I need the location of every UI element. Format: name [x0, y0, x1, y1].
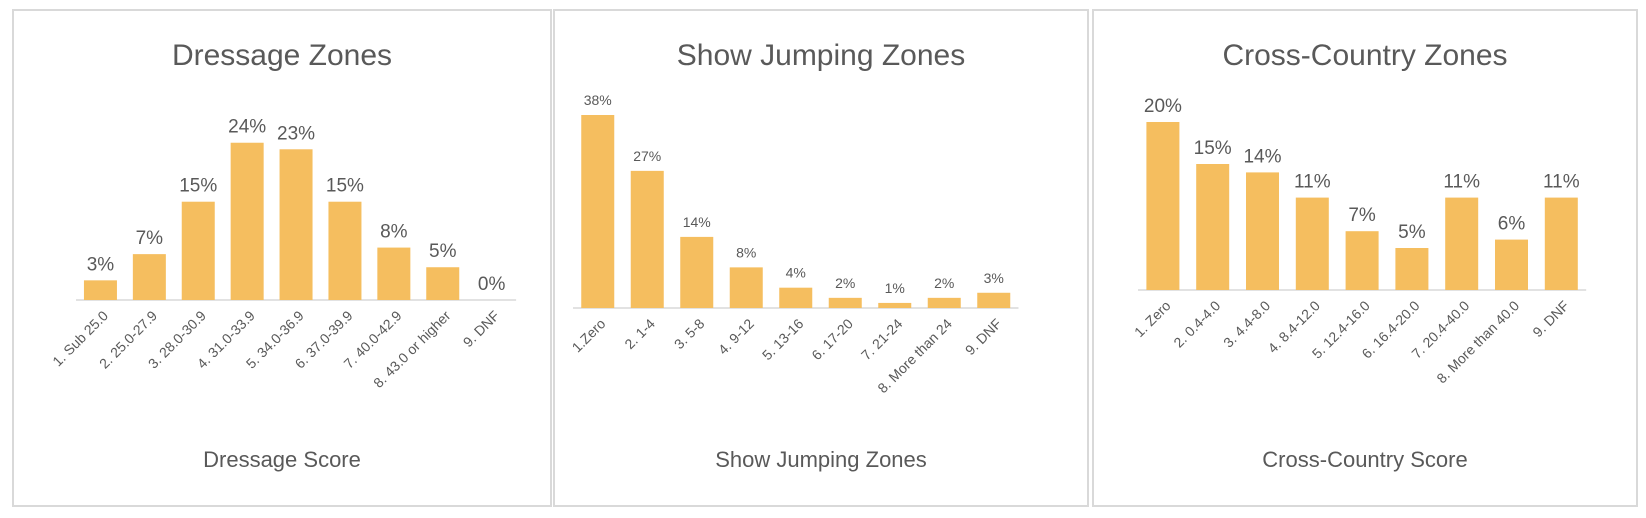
- bar: [1395, 248, 1429, 290]
- x-tick-label: 9. DNF: [460, 307, 503, 350]
- bar: [1246, 172, 1279, 290]
- bar: [426, 267, 460, 300]
- data-label: 2%: [934, 275, 954, 291]
- data-label: 23%: [277, 123, 315, 144]
- data-label: 2%: [835, 275, 855, 291]
- data-label: 27%: [633, 148, 661, 164]
- data-label: 20%: [1144, 96, 1182, 117]
- show-jumping-chart-panel: Show Jumping Zones 38% 1.Zero 27% 2. 1-4 14%…: [553, 9, 1089, 507]
- bar: [630, 170, 664, 308]
- data-label: 11%: [1543, 172, 1580, 193]
- data-label: 38%: [584, 92, 612, 108]
- bar: [328, 201, 362, 300]
- x-axis-label: Dressage Score: [203, 447, 361, 472]
- bar: [377, 247, 411, 300]
- bar: [1146, 122, 1180, 290]
- data-label: 1%: [885, 280, 905, 296]
- bar: [1445, 197, 1479, 290]
- bar: [927, 297, 961, 308]
- x-tick-label: 3. 5-8: [671, 315, 708, 352]
- data-label: 3%: [984, 270, 1004, 286]
- x-tick-label: 6. 17-20: [808, 315, 856, 363]
- bar: [977, 292, 1011, 308]
- bar: [828, 297, 862, 308]
- data-label: 15%: [1194, 138, 1232, 159]
- x-tick-label: 7. 21-24: [858, 315, 906, 363]
- x-tick-label: 1.Zero: [569, 315, 609, 355]
- data-label: 6%: [1498, 214, 1526, 235]
- data-label: 14%: [1243, 146, 1281, 167]
- data-label: 0%: [478, 274, 506, 295]
- data-label: 5%: [429, 241, 457, 262]
- data-label: 15%: [326, 176, 364, 197]
- dressage-bar-chart: 3%1. Sub 25.07%2. 25.0-27.915%3. 28.0-30…: [49, 117, 517, 391]
- x-axis-label: Cross-Country Score: [1262, 447, 1468, 472]
- bar: [230, 142, 264, 300]
- data-label: 24%: [228, 117, 266, 138]
- data-label: 3%: [87, 254, 115, 275]
- bar: [1295, 197, 1329, 290]
- data-label: 5%: [1398, 222, 1426, 243]
- data-label: 4%: [786, 265, 806, 281]
- x-tick-label: 1. Zero: [1131, 297, 1174, 340]
- dressage-chart-panel: Dressage Zones 3% 1. Sub 25.0 7% 2. 25.0-27…: [12, 9, 552, 507]
- x-tick-label: 2. 0.4-4.0: [1170, 297, 1223, 350]
- data-label: 11%: [1294, 172, 1331, 193]
- bar: [680, 236, 714, 308]
- bar: [581, 115, 615, 308]
- bar: [1495, 239, 1528, 290]
- chart-title: Show Jumping Zones: [676, 39, 966, 72]
- data-label: 8%: [736, 244, 756, 260]
- bar: [279, 149, 313, 300]
- bar: [132, 254, 166, 300]
- bar: [1345, 231, 1379, 290]
- x-tick-label: 9. DNF: [1529, 297, 1572, 340]
- data-label: 15%: [179, 176, 217, 197]
- x-tick-label: 5. 13-16: [759, 315, 807, 363]
- x-axis-label: Show Jumping Zones: [715, 447, 927, 472]
- x-tick-label: 9. DNF: [962, 315, 1005, 358]
- chart-title: Dressage Zones: [171, 39, 393, 72]
- bar: [878, 302, 912, 308]
- bar: [181, 201, 215, 300]
- bar: [1196, 164, 1230, 290]
- cross-country-chart-panel: Cross-Country Zones 20% 1. Zero 15% 2. 0.4-…: [1092, 9, 1638, 507]
- bar: [779, 287, 813, 308]
- data-label: 8%: [380, 222, 408, 243]
- chart-title: Cross-Country Zones: [1222, 39, 1508, 72]
- data-label: 14%: [683, 214, 711, 230]
- data-label: 11%: [1443, 172, 1480, 193]
- data-label: 7%: [136, 228, 164, 249]
- x-tick-label: 2. 1-4: [621, 315, 658, 352]
- show-jumping-bar-chart: 38% 1.Zero 27% 2. 1-4 14% 3. 5-8 8% 4. 9-12 4% 5.…: [569, 92, 1019, 396]
- bar: [1544, 197, 1578, 290]
- x-tick-label: 4. 9-12: [715, 315, 757, 357]
- bar: [729, 267, 763, 308]
- data-label: 7%: [1348, 205, 1376, 226]
- bar: [83, 280, 117, 300]
